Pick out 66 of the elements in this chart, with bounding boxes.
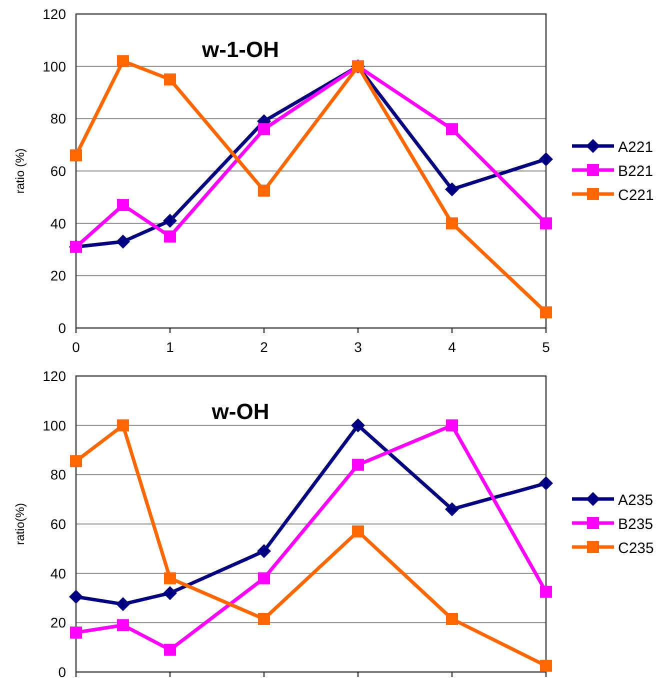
y-tick-label: 0 xyxy=(58,320,66,336)
y-tick-label: 0 xyxy=(58,664,66,678)
point xyxy=(117,619,129,632)
legend-label: B221 xyxy=(618,163,654,180)
point xyxy=(258,612,270,625)
y-tick-label: 80 xyxy=(50,110,66,127)
point xyxy=(163,214,177,228)
point xyxy=(446,419,458,432)
x-tick-label: 1 xyxy=(166,339,174,355)
point xyxy=(69,590,83,604)
point xyxy=(446,612,458,625)
point xyxy=(70,626,82,639)
y-axis-title: ratio (%) xyxy=(13,148,27,194)
point xyxy=(163,586,177,600)
point xyxy=(117,199,129,212)
point xyxy=(164,230,176,242)
point xyxy=(257,544,271,558)
point xyxy=(446,123,458,136)
text: w-OH xyxy=(210,399,270,424)
point xyxy=(258,572,270,584)
point xyxy=(164,644,176,656)
point xyxy=(540,217,552,230)
point xyxy=(164,73,176,86)
point xyxy=(70,149,82,162)
y-tick-label: 20 xyxy=(50,268,66,284)
point xyxy=(352,458,364,471)
x-tick-label: 2 xyxy=(260,339,268,355)
point xyxy=(164,572,176,584)
y-tick-label: 120 xyxy=(42,6,66,22)
point xyxy=(116,234,130,249)
x-tick-label: 3 xyxy=(354,339,362,355)
point xyxy=(258,184,270,197)
point xyxy=(539,476,553,490)
text: w-1-OH xyxy=(201,37,279,62)
point xyxy=(539,152,553,166)
point xyxy=(116,597,130,612)
x-tick-label: 5 xyxy=(542,339,550,355)
point xyxy=(258,123,270,136)
y-tick-label: 100 xyxy=(42,58,66,74)
x-tick-label: 4 xyxy=(448,339,456,355)
legend-label: A235 xyxy=(618,492,654,509)
point xyxy=(117,55,129,68)
point xyxy=(445,182,459,196)
legend-label: C235 xyxy=(618,540,654,557)
point xyxy=(351,418,365,432)
point xyxy=(445,502,459,516)
y-tick-label: 60 xyxy=(50,516,66,532)
legend-label: B235 xyxy=(618,516,654,533)
x-tick-label: 0 xyxy=(72,339,80,355)
y-axis-title: ratio(%) xyxy=(13,502,27,546)
point xyxy=(540,586,552,598)
y-tick-label: 100 xyxy=(42,417,66,434)
legend-label: C221 xyxy=(618,187,654,204)
y-tick-label: 40 xyxy=(50,565,66,582)
point xyxy=(540,306,552,318)
point xyxy=(70,455,82,468)
legend-label: A221 xyxy=(618,139,654,156)
y-tick-label: 40 xyxy=(50,215,66,232)
point xyxy=(352,525,364,538)
y-tick-label: 80 xyxy=(50,466,66,483)
y-tick-label: 60 xyxy=(50,163,66,179)
point xyxy=(540,660,552,672)
point xyxy=(446,217,458,230)
y-tick-label: 120 xyxy=(42,368,66,384)
y-tick-label: 20 xyxy=(50,614,66,631)
point xyxy=(117,419,129,432)
